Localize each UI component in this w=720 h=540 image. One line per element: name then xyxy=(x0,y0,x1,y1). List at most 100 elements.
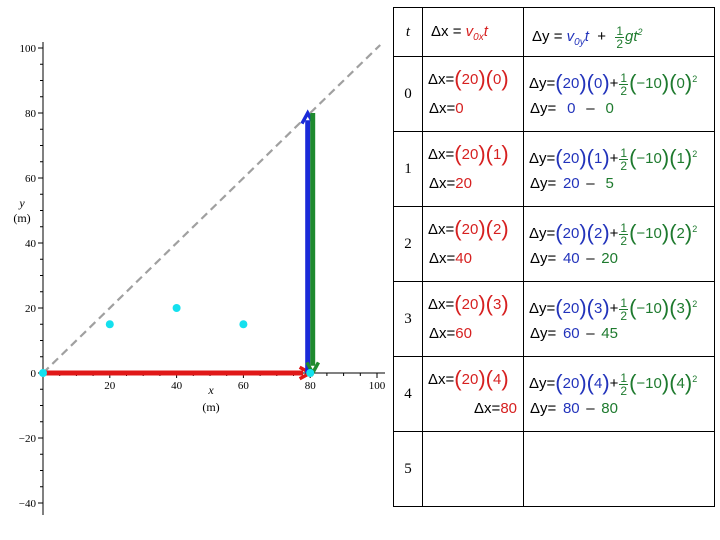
header-dy-gt2: gt2 xyxy=(625,27,643,45)
dy-cell-empty xyxy=(523,431,715,507)
dx-equation: Δx=(20)(0) xyxy=(428,66,509,91)
dx-cell: Δx=(20)(1) Δx=20 xyxy=(422,131,524,207)
time-cell: 2 xyxy=(393,206,423,282)
dy-result: Δy= 80–80 xyxy=(525,394,714,424)
table-row-empty: 5 xyxy=(393,431,715,507)
table-row: 1 Δx=(20)(1) Δx=20 Δy=(20)(1)+ 1 2 (−10)(1)2 Δy… xyxy=(393,131,715,207)
x-tick-label: 80 xyxy=(305,380,317,392)
data-point xyxy=(39,369,47,377)
dy-up-value: 60 xyxy=(562,325,580,342)
dy-down-value: 45 xyxy=(601,325,618,342)
dx-result: Δx=60 xyxy=(429,325,472,342)
dx-cell: Δx=(20)(4) Δx=80 xyxy=(422,356,524,432)
dy-equation: Δy=(20)(0)+ 1 2 (−10)(0)2 xyxy=(529,70,698,98)
x-axis-label: x xyxy=(207,383,214,397)
trajectory-plot: 20 40 60 80 100 100 80 60 40 20 0 −20 −40 x (m) y (m… xyxy=(13,42,386,515)
y-tick-label: −20 xyxy=(19,433,37,445)
dy-cell: Δy=(20)(0)+ 1 2 (−10)(0)2 Δy= 0–0 xyxy=(523,56,715,132)
dy-cell: Δy=(20)(2)+ 1 2 (−10)(2)2 Δy= 40–20 xyxy=(523,206,715,282)
dx-result: Δx=80 xyxy=(474,400,517,417)
dx-value: 80 xyxy=(500,400,517,417)
dx-equation: Δx=(20)(2) xyxy=(428,216,509,241)
data-point xyxy=(239,320,248,329)
header-dy-eq: = xyxy=(553,28,563,45)
y-tick-label: 40 xyxy=(25,238,37,250)
dy-down-value: 80 xyxy=(601,400,618,417)
header-dy-cell: Δy = v0yt + 1 2 gt2 xyxy=(523,7,715,57)
dx-equation: Δx=(20)(1) xyxy=(428,141,509,166)
header-dy-plus: + xyxy=(597,28,606,45)
dx-equation: Δx=(20)(4) xyxy=(428,366,509,391)
y-tick-label: 100 xyxy=(20,43,37,55)
y-axis-label: y xyxy=(18,196,25,210)
x-tick-label: 40 xyxy=(171,380,183,392)
header-dx-t: t xyxy=(483,23,488,40)
dx-value: 60 xyxy=(455,325,472,342)
dy-down-value: 5 xyxy=(605,175,614,192)
dx-equation: Δx=(20)(3) xyxy=(428,291,509,316)
dx-result: Δx=40 xyxy=(429,250,472,267)
dx-cell-empty xyxy=(422,431,524,507)
y-tick-label: −40 xyxy=(19,498,37,510)
time-cell: 4 xyxy=(393,356,423,432)
dy-down-value: 20 xyxy=(601,250,618,267)
dy-equation: Δy=(20)(2)+ 1 2 (−10)(2)2 xyxy=(529,220,698,248)
guide-line-dashed xyxy=(42,112,311,374)
data-point xyxy=(172,304,181,312)
header-dy-t: t xyxy=(584,28,589,45)
header-dx-cell: Δx = v0xt xyxy=(422,7,524,57)
dx-cell: Δx=(20)(0) Δx=0 xyxy=(422,56,524,132)
dx-result: Δx=0 xyxy=(429,100,464,117)
dy-up-value: 0 xyxy=(567,100,576,117)
dx-result: Δx=20 xyxy=(429,175,472,192)
dx-value: 40 xyxy=(455,250,472,267)
dy-result: Δy= 0–0 xyxy=(525,94,714,124)
header-dy-v: v0y xyxy=(566,28,585,48)
x-tick-label: 20 xyxy=(104,380,116,392)
kinematics-table: t Δx = v0xt Δy = v0yt + 1 2 gt2 0 Δx=(20)(0… xyxy=(393,7,715,507)
time-cell: 3 xyxy=(393,281,423,357)
y-tick-label: 80 xyxy=(25,108,37,120)
dy-equation: Δy=(20)(3)+ 1 2 (−10)(3)2 xyxy=(529,295,698,323)
time-cell: 5 xyxy=(393,431,423,507)
guide-line-extension xyxy=(309,44,381,114)
dy-cell: Δy=(20)(1)+ 1 2 (−10)(1)2 Δy= 20–5 xyxy=(523,131,715,207)
table-row: 4 Δx=(20)(4) Δx=80 Δy=(20)(4)+ 1 2 (−10)(4)2 Δy… xyxy=(393,356,715,432)
dy-result: Δy= 40–20 xyxy=(525,244,714,274)
x-axis-unit: (m) xyxy=(202,400,219,414)
dx-cell: Δx=(20)(2) Δx=40 xyxy=(422,206,524,282)
x-tick-label: 100 xyxy=(369,380,386,392)
dy-cell: Δy=(20)(3)+ 1 2 (−10)(3)2 Δy= 60–45 xyxy=(523,281,715,357)
dy-result: Δy= 20–5 xyxy=(525,169,714,199)
header-t: t xyxy=(393,7,423,57)
dy-equation: Δy=(20)(1)+ 1 2 (−10)(1)2 xyxy=(529,145,698,173)
x-tick-label: 60 xyxy=(238,380,250,392)
dy-down-value: 0 xyxy=(605,100,614,117)
dy-equation: Δy=(20)(4)+ 1 2 (−10)(4)2 xyxy=(529,370,698,398)
data-point xyxy=(105,320,114,329)
table-row: 0 Δx=(20)(0) Δx=0 Δy=(20)(0)+ 1 2 (−10)(0)2 Δy=… xyxy=(393,56,715,132)
y-axis-unit: (m) xyxy=(13,211,30,225)
axis-ticks: 20 40 60 80 100 100 80 60 40 20 0 −20 −40 xyxy=(19,43,386,510)
time-cell: 0 xyxy=(393,56,423,132)
dx-value: 20 xyxy=(455,175,472,192)
dx-value: 0 xyxy=(455,100,464,117)
header-dx-v: v0x xyxy=(465,23,484,43)
header-dx-eq: = xyxy=(452,23,462,40)
dx-cell: Δx=(20)(3) Δx=60 xyxy=(422,281,524,357)
header-dy-delta: Δy xyxy=(532,28,550,45)
y-tick-label: 20 xyxy=(25,303,37,315)
time-cell: 1 xyxy=(393,131,423,207)
header-dx-delta: Δx xyxy=(431,23,449,40)
dy-up-value: 40 xyxy=(562,250,580,267)
dy-up-value: 20 xyxy=(562,175,580,192)
dy-result: Δy= 60–45 xyxy=(525,319,714,349)
table-row: 2 Δx=(20)(2) Δx=40 Δy=(20)(2)+ 1 2 (−10)(2)2 Δy… xyxy=(393,206,715,282)
dy-up-value: 80 xyxy=(562,400,580,417)
dy-cell: Δy=(20)(4)+ 1 2 (−10)(4)2 Δy= 80–80 xyxy=(523,356,715,432)
plot-marks xyxy=(39,44,381,381)
table-header-row: t Δx = v0xt Δy = v0yt + 1 2 gt2 xyxy=(393,7,715,57)
y-tick-label: 60 xyxy=(25,173,37,185)
y-tick-label: 0 xyxy=(31,368,37,380)
